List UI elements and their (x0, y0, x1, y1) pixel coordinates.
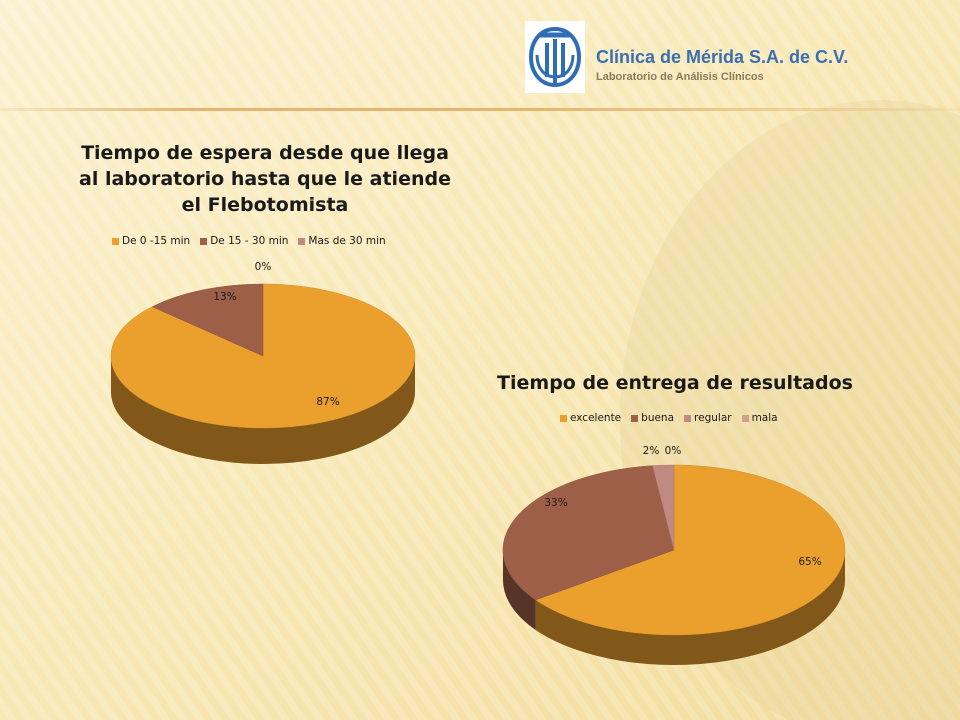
chart1-title: Tiempo de espera desde que llega al labo… (79, 142, 451, 216)
header-divider (0, 108, 960, 111)
legend-label: De 0 -15 min (122, 235, 191, 247)
legend-swatch (200, 237, 208, 245)
legend-swatch (631, 414, 639, 422)
chart2-legend-item: regular (684, 412, 732, 424)
legend-label: buena (641, 412, 675, 424)
legend-label: De 15 - 30 min (210, 235, 289, 247)
clinic-logo (525, 21, 585, 93)
legend-swatch (112, 237, 119, 245)
chart1-legend: De 0 -15 min De 15 - 30 min Mas de 30 mi… (112, 235, 386, 247)
legend-label: excelente (570, 412, 622, 424)
chart2-title: Tiempo de entrega de resultados (497, 372, 853, 394)
chart2-legend-item: excelente (560, 412, 621, 424)
chart2-legend: excelente buena regular mala (560, 412, 778, 424)
chart2-legend-item: mala (741, 412, 778, 424)
chart1-legend-item: Mas de 30 min (298, 235, 386, 247)
clinic-name: Clínica de Mérida S.A. de C.V. (596, 47, 849, 67)
legend-swatch (560, 414, 567, 422)
legend-swatch (684, 414, 692, 422)
legend-label: Mas de 30 min (308, 235, 386, 247)
chart1-legend-item: De 15 - 30 min (200, 235, 288, 247)
legend-swatch (741, 414, 749, 422)
lab-name: Laboratorio de Análisis Clínicos (596, 71, 764, 83)
legend-label: mala (751, 412, 778, 424)
legend-swatch (298, 237, 306, 245)
legend-label: regular (694, 412, 732, 424)
chart1-legend-item: De 0 -15 min (112, 235, 190, 247)
chart2-legend-item: buena (631, 412, 674, 424)
